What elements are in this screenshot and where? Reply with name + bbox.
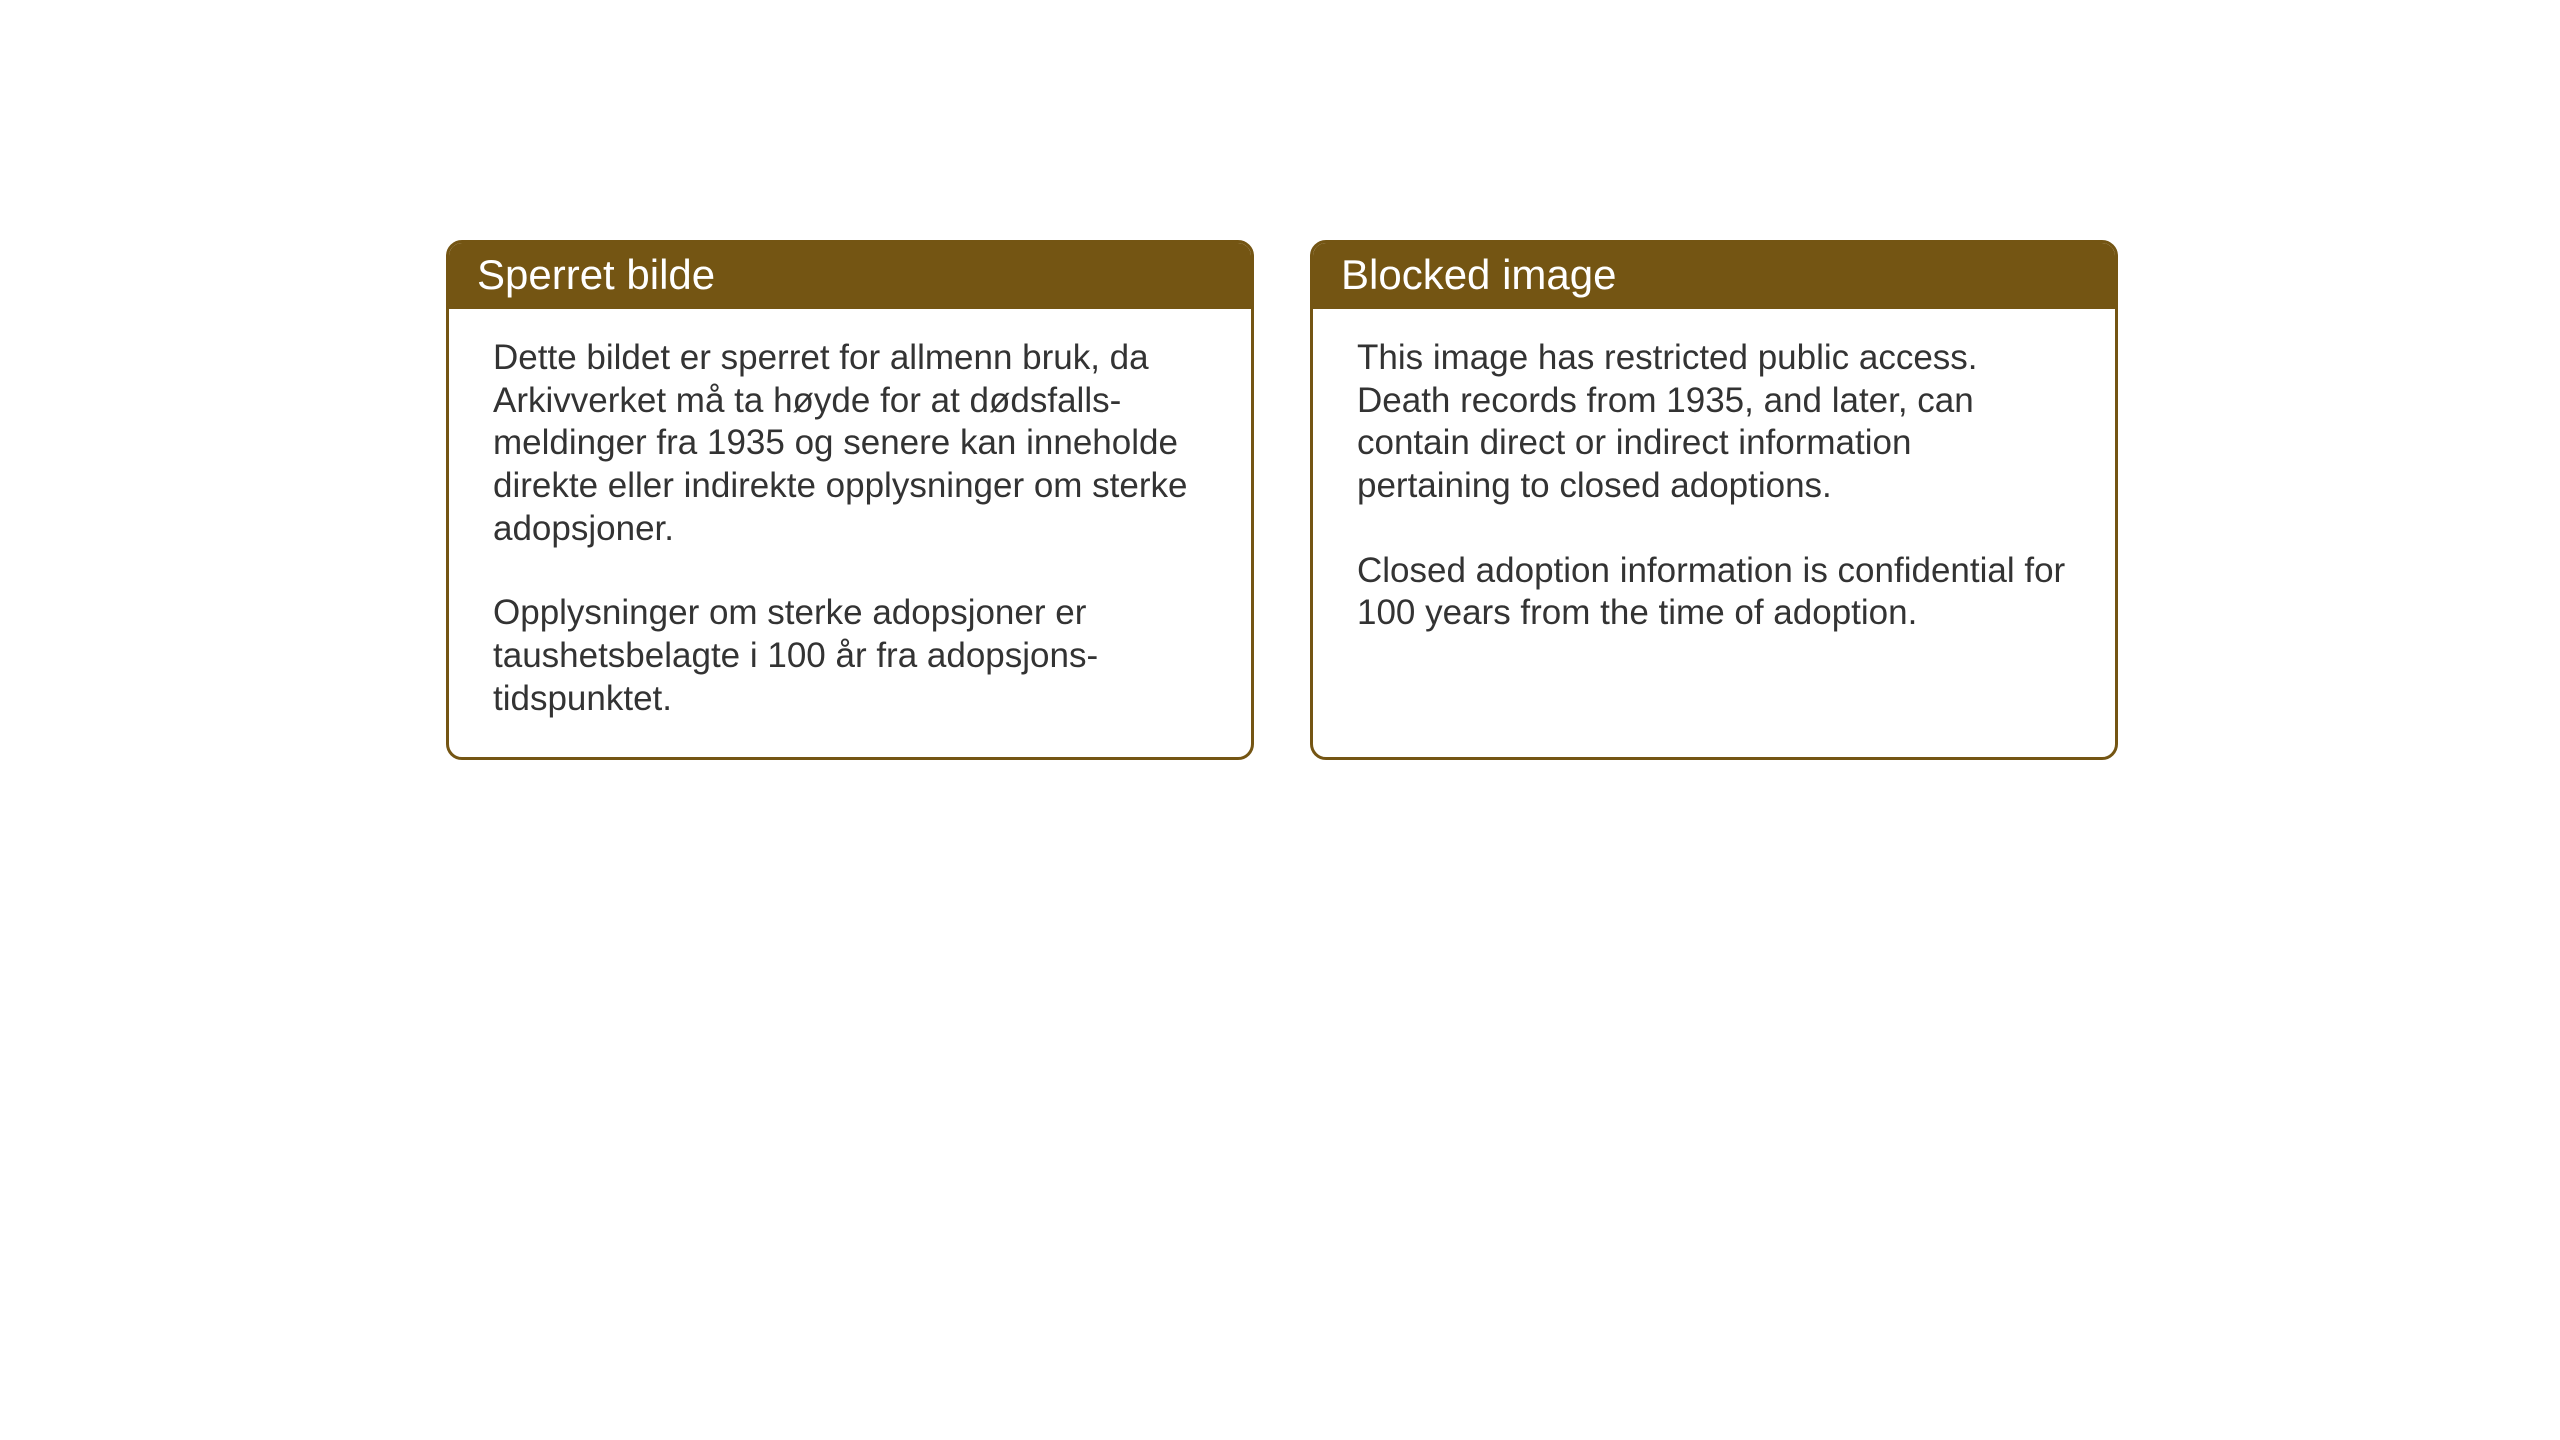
- card-header-norwegian: Sperret bilde: [449, 243, 1251, 309]
- card-body-english: This image has restricted public access.…: [1313, 309, 2115, 671]
- paragraph-english-1: This image has restricted public access.…: [1357, 337, 2071, 508]
- notice-card-norwegian: Sperret bilde Dette bildet er sperret fo…: [446, 240, 1254, 760]
- notice-card-english: Blocked image This image has restricted …: [1310, 240, 2118, 760]
- notice-container: Sperret bilde Dette bildet er sperret fo…: [446, 240, 2118, 760]
- card-header-english: Blocked image: [1313, 243, 2115, 309]
- paragraph-english-2: Closed adoption information is confident…: [1357, 550, 2071, 635]
- paragraph-norwegian-2: Opplysninger om sterke adopsjoner er tau…: [493, 592, 1207, 720]
- paragraph-norwegian-1: Dette bildet er sperret for allmenn bruk…: [493, 337, 1207, 550]
- card-body-norwegian: Dette bildet er sperret for allmenn bruk…: [449, 309, 1251, 757]
